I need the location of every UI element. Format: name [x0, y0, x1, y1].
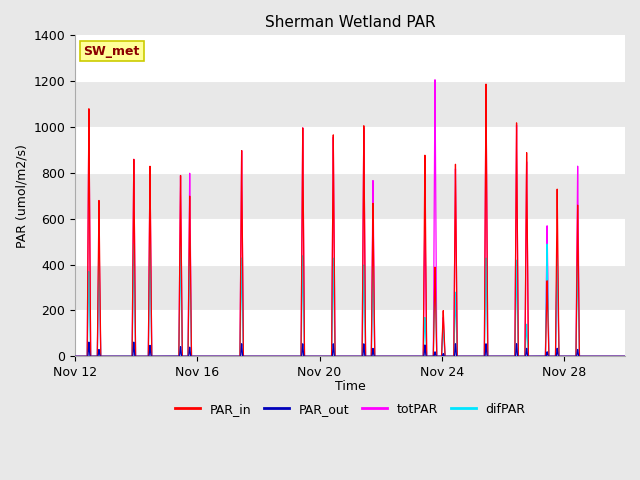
Bar	[75, 36, 625, 81]
Text: SW_met: SW_met	[83, 45, 140, 58]
X-axis label: Time: Time	[335, 381, 365, 394]
Bar	[75, 264, 625, 311]
Legend: PAR_in, PAR_out, totPAR, difPAR: PAR_in, PAR_out, totPAR, difPAR	[170, 398, 531, 420]
Bar	[75, 219, 625, 264]
Bar	[75, 311, 625, 356]
Title: Sherman Wetland PAR: Sherman Wetland PAR	[265, 15, 435, 30]
Bar	[75, 127, 625, 173]
Bar	[75, 81, 625, 127]
Bar	[75, 173, 625, 219]
Y-axis label: PAR (umol/m2/s): PAR (umol/m2/s)	[15, 144, 28, 248]
